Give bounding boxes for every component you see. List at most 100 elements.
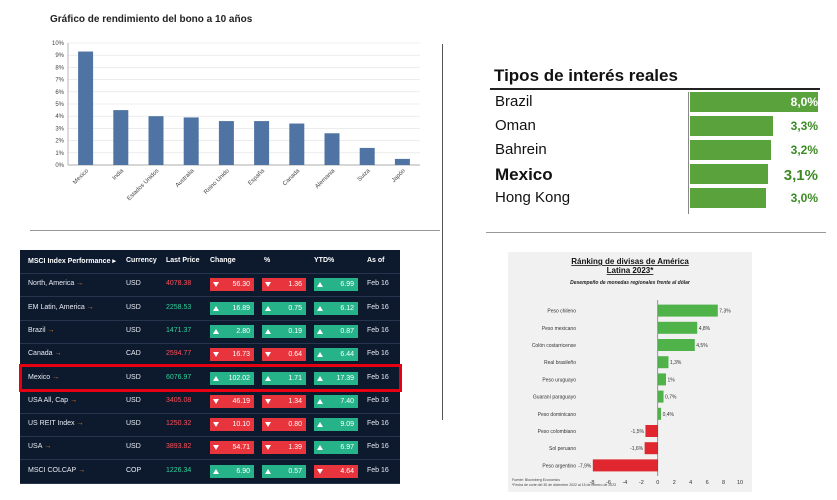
triangle-down-icon xyxy=(213,281,219,287)
msci-as-of: Feb 16 xyxy=(367,350,389,357)
triangle-down-icon xyxy=(213,351,219,357)
msci-index-link[interactable]: USA → xyxy=(28,443,51,450)
currency-value-label: 0,7% xyxy=(665,395,677,401)
currency-category-label: Real brasileño xyxy=(544,360,576,366)
real-rates-axis xyxy=(688,92,689,214)
real-rates-panel: Tipos de interés reales Brazil 8,0% Oman 3,… xyxy=(490,66,820,214)
currency-category-label: Peso dominicano xyxy=(538,412,577,418)
triangle-up-icon xyxy=(265,328,271,334)
msci-change-value: 0.87 xyxy=(340,328,354,335)
msci-change-pill: 1.39 xyxy=(262,441,306,454)
msci-currency: USD xyxy=(126,420,141,427)
msci-table-row: US REIT Index → USD 1250.32 10.10 0.80 9.09 Feb… xyxy=(20,413,400,437)
msci-column-header: YTD% xyxy=(314,257,335,264)
msci-index-link[interactable]: MSCI COLCAP → xyxy=(28,467,85,474)
arrow-right-icon: → xyxy=(76,280,84,287)
triangle-up-icon xyxy=(213,328,219,334)
msci-currency: USD xyxy=(126,327,141,334)
real-rate-row: Mexico 3,1% xyxy=(490,162,820,186)
bond-y-tick-label: 6% xyxy=(55,90,64,96)
bond-y-tick-label: 1% xyxy=(55,151,64,157)
arrow-right-icon: → xyxy=(52,374,60,381)
msci-index-link[interactable]: Canada → xyxy=(28,350,62,357)
currency-bar xyxy=(657,356,669,369)
currency-value-label: -1,5% xyxy=(631,429,645,435)
arrow-right-icon: → xyxy=(78,467,86,474)
bond-bar xyxy=(289,123,305,165)
msci-last-price: 3893.82 xyxy=(166,443,192,450)
msci-table-row: USA All, Cap → USD 3405.08 46.19 1.34 7.40 Feb … xyxy=(20,390,400,414)
msci-currency: USD xyxy=(126,304,141,311)
triangle-down-icon xyxy=(213,421,219,427)
msci-change-pill: 0.80 xyxy=(262,418,306,431)
msci-change-value: 54.71 xyxy=(232,444,250,451)
msci-change-value: 1.71 xyxy=(288,375,302,382)
msci-column-header[interactable]: MSCI Index Performance ▸ xyxy=(28,258,116,265)
msci-table-row: Brazil → USD 1471.37 2.80 0.19 0.87 Feb 16 xyxy=(20,320,400,344)
msci-index-link[interactable]: North, America → xyxy=(28,280,83,287)
currency-x-tick-label: 10 xyxy=(737,480,743,486)
msci-change-value: 10.10 xyxy=(232,421,250,428)
msci-change-value: 9.09 xyxy=(340,421,354,428)
mexico-row-highlight xyxy=(19,364,402,392)
msci-index-link[interactable]: US REIT Index → xyxy=(28,420,84,427)
bond-x-tick-label: Mexico xyxy=(72,168,90,186)
msci-change-value: 2.80 xyxy=(236,328,250,335)
msci-index-link[interactable]: USA All, Cap → xyxy=(28,397,77,404)
triangle-up-icon xyxy=(265,375,271,381)
msci-change-value: 0.57 xyxy=(288,468,302,475)
real-rate-value: 8,0% xyxy=(790,95,818,109)
msci-index-link[interactable]: Mexico → xyxy=(28,374,59,381)
arrow-right-icon: → xyxy=(54,350,62,357)
msci-index-name: Mexico xyxy=(28,374,51,381)
currency-bar xyxy=(592,459,658,472)
currency-value-label: -1,6% xyxy=(630,446,644,452)
msci-change-value: 6.12 xyxy=(340,305,354,312)
real-rate-country: Oman xyxy=(495,117,536,134)
currency-x-tick-label: 2 xyxy=(673,480,676,486)
msci-currency: CAD xyxy=(126,350,141,357)
msci-index-name: North, America xyxy=(28,280,75,287)
vertical-divider xyxy=(442,44,443,420)
msci-change-pill: 9.09 xyxy=(314,418,358,431)
real-rate-value: 3,1% xyxy=(783,167,818,184)
triangle-up-icon xyxy=(213,305,219,311)
msci-change-pill: 0.87 xyxy=(314,325,358,338)
bond-x-tick-label: Reino Unido xyxy=(203,168,231,196)
real-rate-country: Hong Kong xyxy=(495,189,571,206)
currency-category-label: Colón costarricense xyxy=(532,343,576,349)
real-rate-country: Bahrein xyxy=(495,141,547,158)
arrow-right-icon: → xyxy=(76,420,84,427)
msci-index-link[interactable]: Brazil → xyxy=(28,327,55,334)
msci-currency: USD xyxy=(126,397,141,404)
bond-x-tick-label: Canada xyxy=(282,168,302,188)
real-rates-title-underline xyxy=(490,88,820,90)
real-rate-bar xyxy=(690,140,771,160)
msci-last-price: 2594.77 xyxy=(166,350,192,357)
bond-x-tick-label: Estados Unidos xyxy=(126,168,160,202)
real-rate-bar xyxy=(690,116,773,136)
msci-index-link[interactable]: EM Latin, America → xyxy=(28,304,94,311)
msci-header-row: MSCI Index Performance ▸ Currency Last Pri… xyxy=(20,250,400,274)
currency-x-tick-label: 6 xyxy=(706,480,709,486)
currency-value-label: 4,8% xyxy=(699,326,711,332)
divider-top-right xyxy=(486,232,826,233)
arrow-right-icon: → xyxy=(47,327,55,334)
msci-change-value: 17.39 xyxy=(336,375,354,382)
currency-category-label: Peso argentino xyxy=(542,463,576,469)
triangle-up-icon xyxy=(213,468,219,474)
msci-change-pill: 0.57 xyxy=(262,465,306,478)
bond-x-tick-label: Alemania xyxy=(314,168,336,190)
triangle-down-icon xyxy=(265,421,271,427)
msci-change-pill: 54.71 xyxy=(210,441,254,454)
bond-bar xyxy=(78,51,94,165)
msci-column-header: % xyxy=(264,257,271,264)
real-rate-country: Brazil xyxy=(495,93,533,110)
currency-category-label: Peso uruguayo xyxy=(542,377,576,383)
msci-table-row: USA → USD 3893.82 54.71 1.39 6.97 Feb 16 xyxy=(20,436,400,460)
bond-y-tick-label: 8% xyxy=(55,65,64,71)
currency-bar xyxy=(645,425,658,437)
msci-change-value: 1.36 xyxy=(288,281,302,288)
msci-change-value: 7.40 xyxy=(340,398,354,405)
